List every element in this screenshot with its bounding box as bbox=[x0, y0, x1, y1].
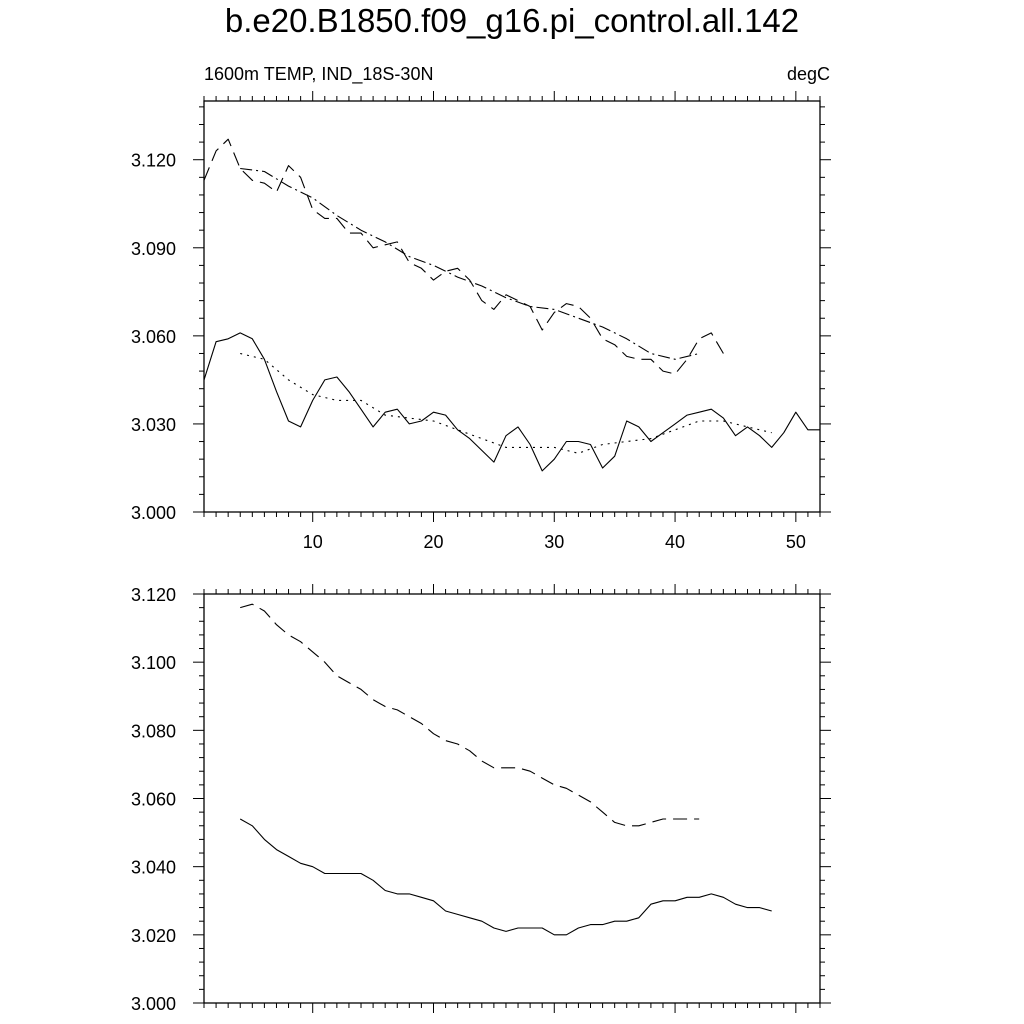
y-tick-label: 3.000 bbox=[131, 994, 176, 1014]
x-tick-label: 50 bbox=[786, 532, 806, 552]
subtitle-variable-region: 1600m TEMP, IND_18S-30N bbox=[204, 64, 434, 84]
panel-1-series-dash-dot-line bbox=[240, 167, 700, 360]
x-tick-label: 10 bbox=[303, 532, 323, 552]
y-tick-label: 3.030 bbox=[131, 415, 176, 435]
x-tick-label: 30 bbox=[544, 532, 564, 552]
panel-1-series-dotted-line bbox=[240, 352, 772, 454]
panel-2-series-dashed-line bbox=[240, 603, 700, 827]
y-tick-label: 3.060 bbox=[131, 327, 176, 347]
y-tick-label: 3.100 bbox=[131, 653, 176, 673]
y-tick-label: 3.000 bbox=[131, 503, 176, 523]
x-tick-label: 20 bbox=[423, 532, 443, 552]
panel-2-series-solid-line bbox=[239, 818, 772, 936]
panel-1-series-dashed-line bbox=[203, 138, 724, 375]
y-tick-label: 3.120 bbox=[131, 585, 176, 605]
x-tick-label: 40 bbox=[665, 532, 685, 552]
y-tick-label: 3.040 bbox=[131, 858, 176, 878]
panel-2-frame bbox=[203, 593, 821, 1004]
panel-1-frame bbox=[203, 100, 821, 513]
y-tick-label: 3.060 bbox=[131, 790, 176, 810]
y-tick-label: 3.120 bbox=[131, 151, 176, 171]
y-tick-label: 3.090 bbox=[131, 239, 176, 259]
subtitle-units: degC bbox=[786, 64, 830, 84]
chart-title: b.e20.B1850.f09_g16.pi_control.all.142 bbox=[224, 2, 800, 39]
panel-1-series-solid-line bbox=[203, 332, 820, 472]
y-tick-label: 3.080 bbox=[131, 721, 176, 741]
y-tick-label: 3.020 bbox=[131, 926, 176, 946]
